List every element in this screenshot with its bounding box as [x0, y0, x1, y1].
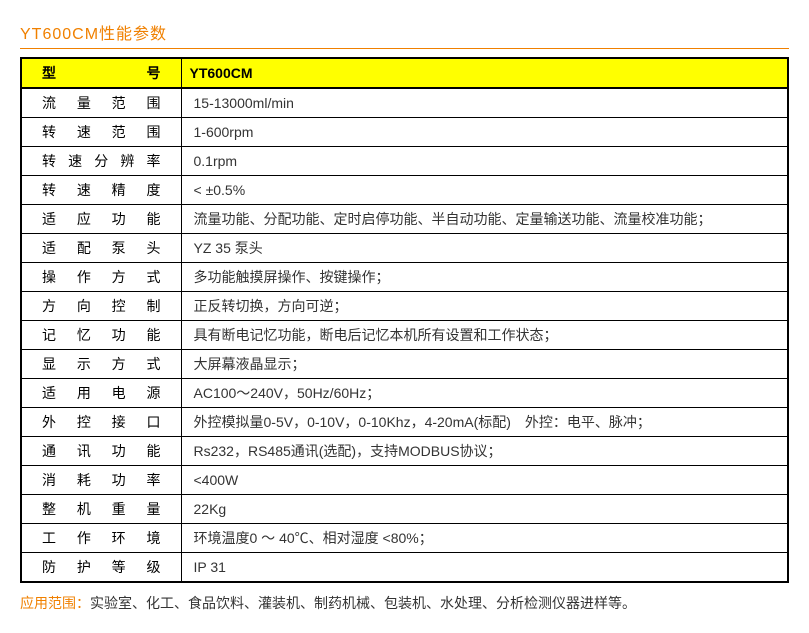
row-value: 正反转切换，方向可逆； — [181, 292, 788, 321]
table-row: 转速范围1-600rpm — [21, 118, 788, 147]
row-label: 整机重量 — [21, 495, 181, 524]
table-row: 流量范围15-13000ml/min — [21, 88, 788, 118]
row-label: 消耗功率 — [21, 466, 181, 495]
row-label: 适应功能 — [21, 205, 181, 234]
row-label: 显示方式 — [21, 350, 181, 379]
row-value: 1-600rpm — [181, 118, 788, 147]
table-row: 转速分辨率0.1rpm — [21, 147, 788, 176]
table-row: 消耗功率<400W — [21, 466, 788, 495]
row-value: < ±0.5% — [181, 176, 788, 205]
row-label: 转速范围 — [21, 118, 181, 147]
table-row: 方向控制正反转切换，方向可逆； — [21, 292, 788, 321]
footer-text: 实验室、化工、食品饮料、灌装机、制药机械、包装机、水处理、分析检测仪器进样等。 — [90, 595, 636, 611]
row-value: 0.1rpm — [181, 147, 788, 176]
row-value: Rs232，RS485通讯(选配)，支持MODBUS协议； — [181, 437, 788, 466]
row-value: YZ 35 泵头 — [181, 234, 788, 263]
row-value: 22Kg — [181, 495, 788, 524]
table-row: 外控接口外控模拟量0-5V，0-10V，0-10Khz，4-20mA(标配) 外… — [21, 408, 788, 437]
row-label: 流量范围 — [21, 88, 181, 118]
row-label: 工作环境 — [21, 524, 181, 553]
row-value: 15-13000ml/min — [181, 88, 788, 118]
row-label: 方向控制 — [21, 292, 181, 321]
table-row: 防护等级IP 31 — [21, 553, 788, 583]
row-label: 记忆功能 — [21, 321, 181, 350]
table-row: 通讯功能Rs232，RS485通讯(选配)，支持MODBUS协议； — [21, 437, 788, 466]
table-row: 操作方式多功能触摸屏操作、按键操作； — [21, 263, 788, 292]
row-value: AC100～240V，50Hz/60Hz； — [181, 379, 788, 408]
row-value: 大屏幕液晶显示； — [181, 350, 788, 379]
table-row: 适配泵头YZ 35 泵头 — [21, 234, 788, 263]
row-label: 适用电源 — [21, 379, 181, 408]
row-label: 外控接口 — [21, 408, 181, 437]
row-value: 外控模拟量0-5V，0-10V，0-10Khz，4-20mA(标配) 外控：电平… — [181, 408, 788, 437]
row-label: 转速分辨率 — [21, 147, 181, 176]
header-label: 型 号 — [21, 58, 181, 88]
row-label: 操作方式 — [21, 263, 181, 292]
table-row: 显示方式大屏幕液晶显示； — [21, 350, 788, 379]
row-value: 流量功能、分配功能、定时启停功能、半自动功能、定量输送功能、流量校准功能； — [181, 205, 788, 234]
row-label: 通讯功能 — [21, 437, 181, 466]
row-value: 多功能触摸屏操作、按键操作； — [181, 263, 788, 292]
row-value: IP 31 — [181, 553, 788, 583]
spec-title: YT600CM性能参数 — [20, 20, 789, 49]
application-scope: 应用范围：实验室、化工、食品饮料、灌装机、制药机械、包装机、水处理、分析检测仪器… — [20, 593, 789, 613]
table-row: 适应功能流量功能、分配功能、定时启停功能、半自动功能、定量输送功能、流量校准功能… — [21, 205, 788, 234]
row-label: 适配泵头 — [21, 234, 181, 263]
spec-table: 型 号 YT600CM 流量范围15-13000ml/min转速范围1-600r… — [20, 57, 789, 583]
row-value: 环境温度0 ～ 40℃、相对湿度 <80%； — [181, 524, 788, 553]
table-row: 记忆功能具有断电记忆功能，断电后记忆本机所有设置和工作状态； — [21, 321, 788, 350]
table-header-row: 型 号 YT600CM — [21, 58, 788, 88]
table-row: 适用电源AC100～240V，50Hz/60Hz； — [21, 379, 788, 408]
row-value: 具有断电记忆功能，断电后记忆本机所有设置和工作状态； — [181, 321, 788, 350]
row-label: 转速精度 — [21, 176, 181, 205]
table-row: 转速精度< ±0.5% — [21, 176, 788, 205]
table-row: 工作环境环境温度0 ～ 40℃、相对湿度 <80%； — [21, 524, 788, 553]
row-label: 防护等级 — [21, 553, 181, 583]
footer-label: 应用范围： — [20, 595, 90, 611]
row-value: <400W — [181, 466, 788, 495]
header-value: YT600CM — [181, 58, 788, 88]
table-row: 整机重量22Kg — [21, 495, 788, 524]
